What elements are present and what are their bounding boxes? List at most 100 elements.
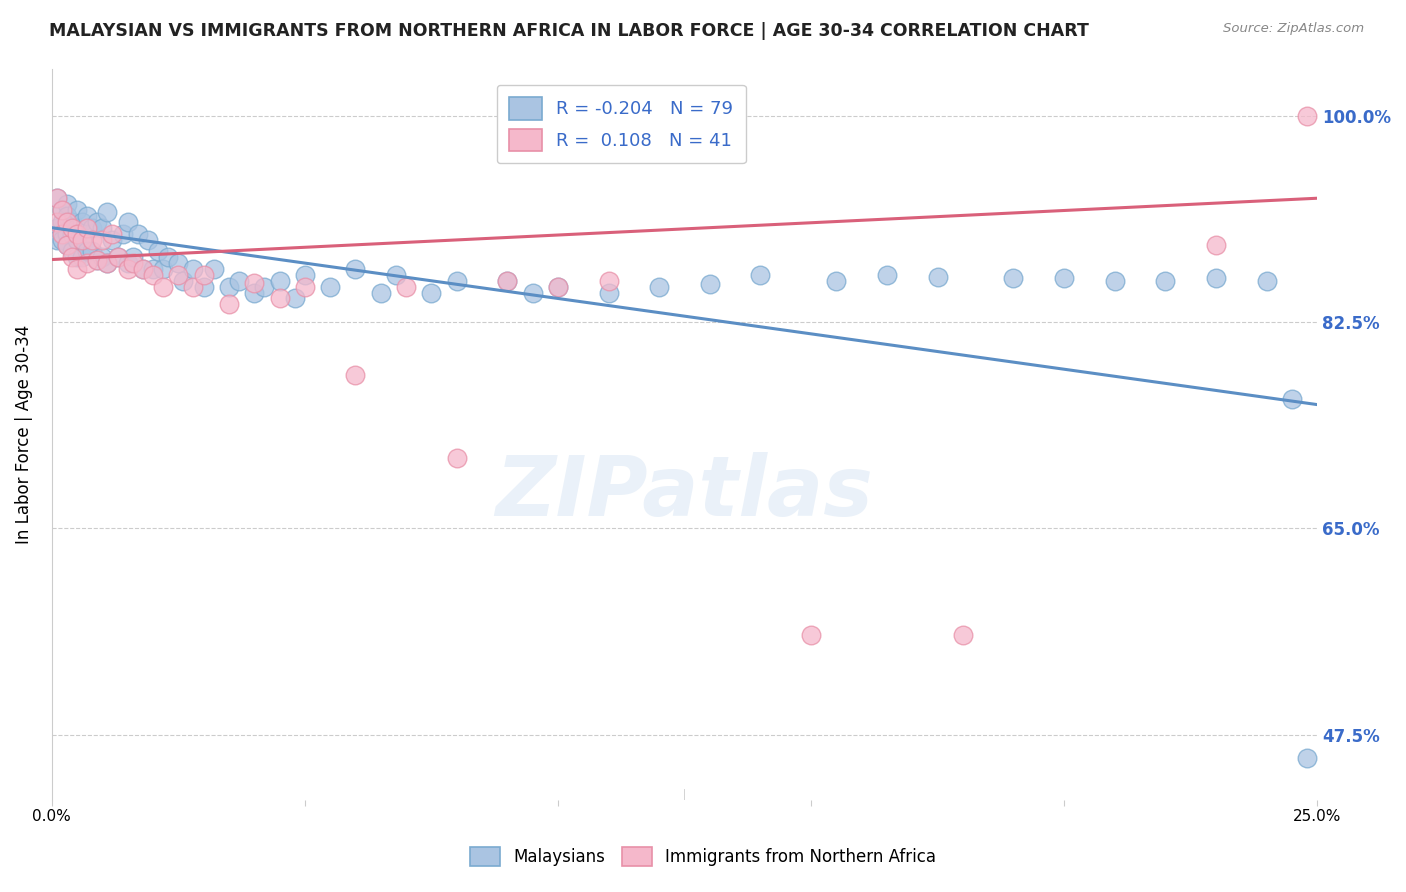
Point xyxy=(1154,274,1177,288)
Legend: Malaysians, Immigrants from Northern Africa: Malaysians, Immigrants from Northern Afr… xyxy=(463,840,943,873)
Point xyxy=(45,215,67,229)
Point xyxy=(496,274,519,288)
Text: ZIPatlas: ZIPatlas xyxy=(495,452,873,533)
Point xyxy=(446,450,468,465)
Point xyxy=(51,202,73,217)
Point xyxy=(56,238,79,252)
Point xyxy=(927,270,949,285)
Point xyxy=(243,276,266,290)
Point xyxy=(193,279,215,293)
Point xyxy=(107,250,129,264)
Text: 0.0%: 0.0% xyxy=(32,809,72,824)
Point xyxy=(648,279,671,293)
Point xyxy=(152,279,174,293)
Point xyxy=(183,279,205,293)
Point xyxy=(167,256,190,270)
Point xyxy=(51,233,73,247)
Point xyxy=(70,250,93,264)
Point xyxy=(86,252,108,267)
Point xyxy=(91,233,114,247)
Point xyxy=(96,256,118,270)
Point xyxy=(142,268,165,282)
Point xyxy=(253,279,276,293)
Point xyxy=(121,250,143,264)
Point xyxy=(117,262,139,277)
Point xyxy=(152,262,174,277)
Point xyxy=(91,250,114,264)
Point xyxy=(547,279,569,293)
Point xyxy=(76,220,98,235)
Point xyxy=(117,256,139,270)
Point xyxy=(86,215,108,229)
Point xyxy=(82,220,104,235)
Point xyxy=(193,268,215,282)
Point xyxy=(56,238,79,252)
Point xyxy=(51,202,73,217)
Point xyxy=(1281,392,1303,406)
Point xyxy=(101,227,124,241)
Point xyxy=(66,227,89,241)
Point xyxy=(86,252,108,267)
Point xyxy=(319,279,342,293)
Point xyxy=(146,244,169,259)
Point xyxy=(132,262,155,277)
Point xyxy=(121,256,143,270)
Point xyxy=(1002,271,1025,285)
Text: Source: ZipAtlas.com: Source: ZipAtlas.com xyxy=(1223,22,1364,36)
Point xyxy=(60,227,83,241)
Point xyxy=(111,227,134,241)
Point xyxy=(45,233,67,247)
Point xyxy=(107,250,129,264)
Point xyxy=(96,205,118,219)
Point xyxy=(82,233,104,247)
Point xyxy=(243,285,266,300)
Point xyxy=(1296,751,1319,765)
Point xyxy=(395,279,418,293)
Point xyxy=(1256,274,1278,288)
Point xyxy=(749,268,772,282)
Point xyxy=(284,292,307,306)
Point xyxy=(1205,271,1227,285)
Point xyxy=(598,274,620,288)
Point xyxy=(56,227,79,241)
Text: MALAYSIAN VS IMMIGRANTS FROM NORTHERN AFRICA IN LABOR FORCE | AGE 30-34 CORRELAT: MALAYSIAN VS IMMIGRANTS FROM NORTHERN AF… xyxy=(49,22,1090,40)
Point xyxy=(825,274,848,288)
Point xyxy=(60,215,83,229)
Point xyxy=(598,285,620,300)
Point xyxy=(70,233,93,247)
Point xyxy=(294,268,316,282)
Point xyxy=(446,274,468,288)
Point xyxy=(60,244,83,259)
Point xyxy=(1104,274,1126,288)
Point xyxy=(800,627,823,641)
Point xyxy=(56,197,79,211)
Point xyxy=(136,233,159,247)
Point xyxy=(66,202,89,217)
Point xyxy=(66,250,89,264)
Point xyxy=(66,262,89,277)
Point xyxy=(51,215,73,229)
Point xyxy=(96,256,118,270)
Point xyxy=(167,268,190,282)
Point xyxy=(547,279,569,293)
Point xyxy=(82,244,104,259)
Point xyxy=(66,233,89,247)
Point xyxy=(183,262,205,277)
Point xyxy=(56,215,79,229)
Point xyxy=(142,262,165,277)
Point xyxy=(294,279,316,293)
Point xyxy=(1296,109,1319,123)
Point xyxy=(60,220,83,235)
Y-axis label: In Labor Force | Age 30-34: In Labor Force | Age 30-34 xyxy=(15,325,32,544)
Point xyxy=(76,244,98,259)
Point xyxy=(117,215,139,229)
Point xyxy=(51,227,73,241)
Point xyxy=(76,209,98,223)
Point xyxy=(157,250,180,264)
Point xyxy=(218,297,240,311)
Point xyxy=(202,262,225,277)
Point xyxy=(91,220,114,235)
Point xyxy=(45,191,67,205)
Point xyxy=(228,274,250,288)
Point xyxy=(56,209,79,223)
